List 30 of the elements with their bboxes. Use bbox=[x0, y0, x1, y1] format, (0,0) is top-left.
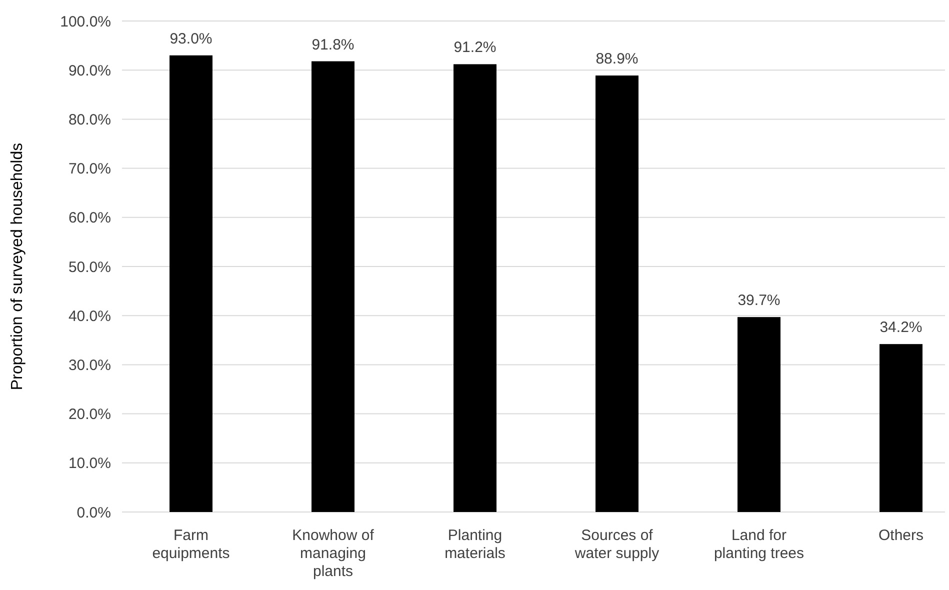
data-label: 39.7% bbox=[738, 292, 780, 310]
bar bbox=[880, 344, 922, 512]
x-tick-label: Knowhow of managing plants bbox=[292, 527, 375, 580]
bar bbox=[170, 55, 212, 512]
y-tick-label: 50.0% bbox=[68, 258, 111, 276]
x-tick-label: Others bbox=[878, 527, 924, 544]
x-tick-label: Sources of water supply bbox=[574, 527, 660, 562]
y-tick-label: 80.0% bbox=[68, 111, 111, 128]
bar bbox=[738, 317, 780, 512]
data-label: 34.2% bbox=[880, 319, 922, 336]
data-label: 91.8% bbox=[312, 36, 354, 54]
y-tick-label: 90.0% bbox=[68, 62, 111, 80]
y-tick-label: 10.0% bbox=[68, 455, 111, 472]
y-tick-label: 30.0% bbox=[68, 356, 111, 374]
y-tick-label: 40.0% bbox=[68, 308, 111, 325]
x-tick-label: Farm equipments bbox=[152, 527, 230, 562]
x-tick-label: Land for planting trees bbox=[714, 527, 804, 562]
y-tick-label: 60.0% bbox=[68, 210, 111, 227]
y-tick-label: 0.0% bbox=[76, 504, 111, 522]
data-label: 88.9% bbox=[596, 50, 638, 68]
bar bbox=[454, 64, 496, 512]
bar bbox=[312, 61, 354, 512]
x-tick-label: Planting materials bbox=[444, 527, 506, 562]
y-axis-title: Proportion of surveyed households bbox=[9, 142, 26, 390]
bar bbox=[596, 76, 638, 512]
data-label: 93.0% bbox=[170, 30, 212, 48]
y-tick-label: 20.0% bbox=[68, 406, 111, 424]
y-tick-label: 100.0% bbox=[60, 13, 111, 30]
data-label: 91.2% bbox=[454, 39, 496, 56]
y-tick-label: 70.0% bbox=[68, 160, 111, 178]
